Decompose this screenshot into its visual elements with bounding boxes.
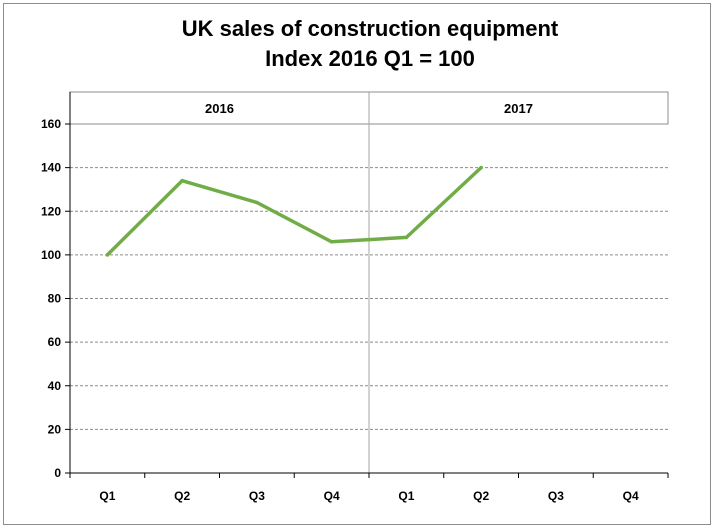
data-point [255, 200, 259, 205]
y-tick-label: 140 [41, 161, 61, 175]
y-tick-label: 0 [54, 466, 61, 480]
x-tick-label: Q3 [249, 489, 265, 503]
y-tick-label: 80 [48, 292, 62, 306]
data-point [404, 235, 409, 240]
chart-title: UK sales of construction equipment [182, 16, 559, 41]
x-tick-label: Q1 [99, 489, 115, 503]
line-chart: UK sales of construction equipment Index… [41, 16, 669, 503]
data-point [180, 178, 184, 183]
x-tick-label: Q4 [324, 489, 340, 503]
x-tick-label: Q2 [473, 489, 489, 503]
data-point [479, 165, 483, 170]
chart-subtitle: Index 2016 Q1 = 100 [265, 46, 475, 71]
year-label: 2016 [205, 101, 234, 116]
x-tick-label: Q1 [398, 489, 414, 503]
series-line [105, 165, 483, 257]
x-tick-label: Q3 [548, 489, 564, 503]
y-tick-label: 60 [48, 335, 62, 349]
y-tick-label: 40 [48, 379, 62, 393]
data-point [329, 239, 334, 244]
y-tick-label: 120 [41, 204, 61, 218]
x-tick-label: Q4 [623, 489, 639, 503]
y-tick-label: 20 [48, 422, 62, 436]
data-point [105, 253, 110, 257]
plot-area: 2016 2017 0 20 40 60 80 100 120 140 160 Q1 Q2 Q3 Q4 Q1 Q… [41, 91, 669, 503]
chart-frame: UK sales of construction equipment Index… [3, 3, 711, 525]
year-label: 2017 [504, 101, 533, 116]
y-tick-label: 100 [41, 248, 61, 262]
y-tick-label: 160 [41, 117, 61, 131]
x-tick-label: Q2 [174, 489, 190, 503]
